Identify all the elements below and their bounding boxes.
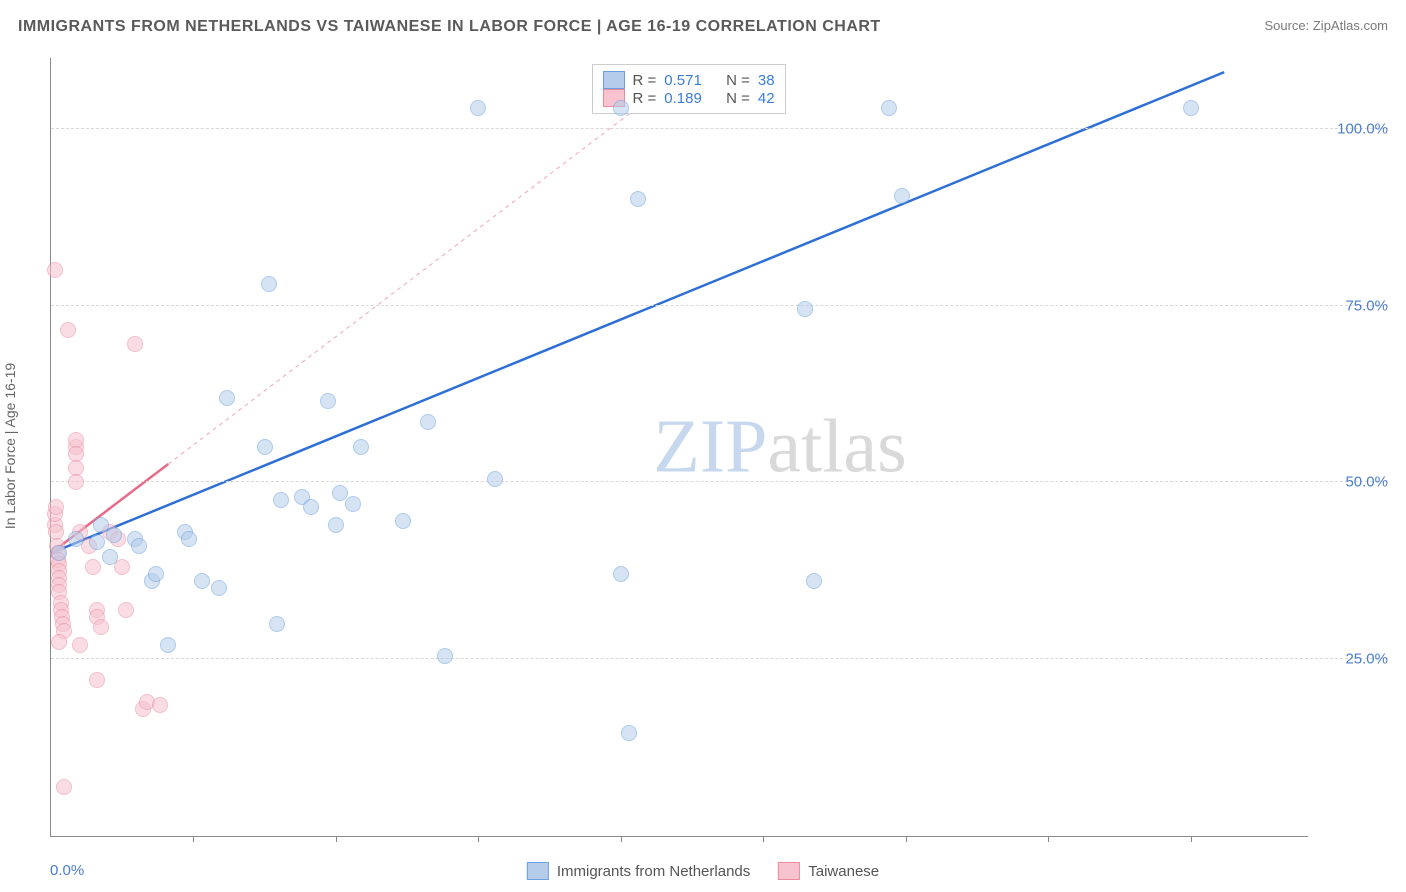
regression-lines xyxy=(51,58,1308,836)
series-legend: Immigrants from Netherlands Taiwanese xyxy=(527,862,879,880)
data-point xyxy=(68,474,84,490)
data-point xyxy=(437,648,453,664)
r-label: R = xyxy=(633,72,657,89)
data-point xyxy=(152,697,168,713)
data-point xyxy=(85,559,101,575)
y-axis-label: In Labor Force | Age 16-19 xyxy=(2,363,18,529)
data-point xyxy=(894,188,910,204)
y-tick-label: 50.0% xyxy=(1310,474,1388,491)
data-point xyxy=(487,471,503,487)
data-point xyxy=(56,779,72,795)
n-value-taiwanese: 42 xyxy=(758,90,775,107)
data-point xyxy=(72,637,88,653)
data-point xyxy=(797,301,813,317)
swatch-netherlands-icon xyxy=(527,862,549,880)
swatch-taiwanese-icon xyxy=(778,862,800,880)
x-axis-min-label: 0.0% xyxy=(50,862,84,879)
grid-line xyxy=(51,128,1388,129)
data-point xyxy=(68,531,84,547)
y-tick-label: 75.0% xyxy=(1310,297,1388,314)
x-tick xyxy=(763,836,764,842)
data-point xyxy=(219,390,235,406)
data-point xyxy=(114,559,130,575)
data-point xyxy=(194,573,210,589)
data-point xyxy=(303,499,319,515)
watermark-atlas: atlas xyxy=(767,405,906,489)
data-point xyxy=(328,517,344,533)
n-value-netherlands: 38 xyxy=(758,72,775,89)
chart-area: ZIPatlas R = 0.571 N = 38 R = 0.189 N = … xyxy=(50,58,1388,837)
data-point xyxy=(613,100,629,116)
data-point xyxy=(257,439,273,455)
data-point xyxy=(470,100,486,116)
grid-line xyxy=(51,481,1388,482)
y-tick-label: 25.0% xyxy=(1310,651,1388,668)
data-point xyxy=(93,619,109,635)
x-tick xyxy=(336,836,337,842)
x-tick xyxy=(621,836,622,842)
data-point xyxy=(148,566,164,582)
x-tick xyxy=(193,836,194,842)
data-point xyxy=(131,538,147,554)
legend-label-taiwanese: Taiwanese xyxy=(808,863,879,880)
x-tick xyxy=(1048,836,1049,842)
legend-row-netherlands: R = 0.571 N = 38 xyxy=(603,71,775,89)
data-point xyxy=(273,492,289,508)
n-label: N = xyxy=(726,90,750,107)
n-label: N = xyxy=(726,72,750,89)
data-point xyxy=(106,527,122,543)
r-value-taiwanese: 0.189 xyxy=(664,90,702,107)
data-point xyxy=(269,616,285,632)
x-tick xyxy=(1191,836,1192,842)
data-point xyxy=(51,634,67,650)
data-point xyxy=(630,191,646,207)
plot-region: ZIPatlas R = 0.571 N = 38 R = 0.189 N = … xyxy=(50,58,1308,837)
data-point xyxy=(127,336,143,352)
data-point xyxy=(89,534,105,550)
chart-title: IMMIGRANTS FROM NETHERLANDS VS TAIWANESE… xyxy=(18,18,881,36)
swatch-netherlands-icon xyxy=(603,71,625,89)
data-point xyxy=(420,414,436,430)
data-point xyxy=(395,513,411,529)
data-point xyxy=(51,545,67,561)
data-point xyxy=(320,393,336,409)
x-tick xyxy=(906,836,907,842)
data-point xyxy=(345,496,361,512)
source-attribution: Source: ZipAtlas.com xyxy=(1264,18,1388,33)
data-point xyxy=(806,573,822,589)
data-point xyxy=(160,637,176,653)
data-point xyxy=(353,439,369,455)
data-point xyxy=(261,276,277,292)
data-point xyxy=(613,566,629,582)
grid-line xyxy=(51,658,1388,659)
watermark: ZIPatlas xyxy=(653,404,906,491)
data-point xyxy=(60,322,76,338)
y-tick-label: 100.0% xyxy=(1310,120,1388,137)
r-value-netherlands: 0.571 xyxy=(664,72,702,89)
grid-line xyxy=(51,305,1388,306)
legend-label-netherlands: Immigrants from Netherlands xyxy=(557,863,750,880)
watermark-zip: ZIP xyxy=(653,405,767,489)
data-point xyxy=(89,672,105,688)
data-point xyxy=(118,602,134,618)
data-point xyxy=(621,725,637,741)
legend-item-netherlands: Immigrants from Netherlands xyxy=(527,862,750,880)
legend-item-taiwanese: Taiwanese xyxy=(778,862,879,880)
data-point xyxy=(102,549,118,565)
data-point xyxy=(48,499,64,515)
data-point xyxy=(47,262,63,278)
r-label: R = xyxy=(633,90,657,107)
data-point xyxy=(211,580,227,596)
x-tick xyxy=(478,836,479,842)
data-point xyxy=(181,531,197,547)
data-point xyxy=(881,100,897,116)
data-point xyxy=(1183,100,1199,116)
